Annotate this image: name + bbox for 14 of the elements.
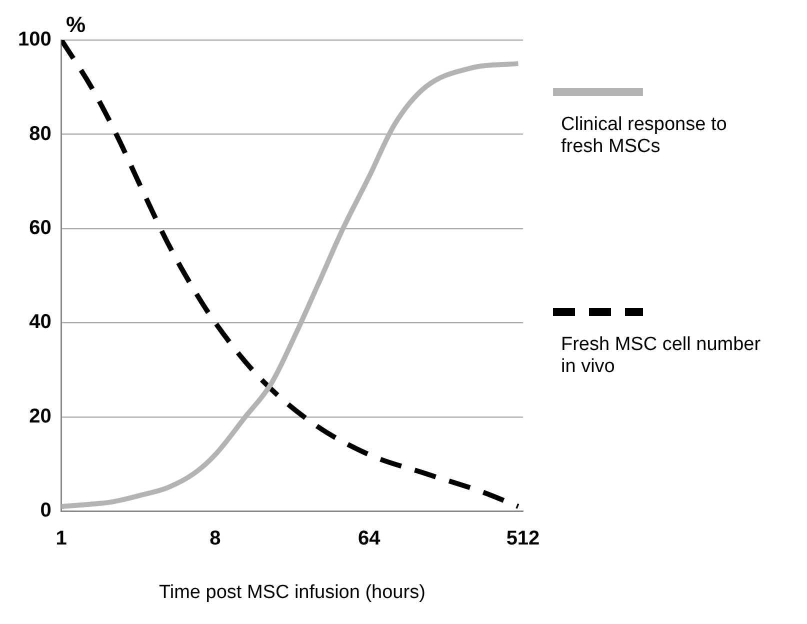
y-axis-title: % (66, 12, 86, 38)
y-tick-label: 0 (40, 500, 52, 522)
legend-label: Clinical response to fresh MSCs (561, 114, 728, 158)
x-tick-label: 1 (56, 528, 67, 550)
x-tick-label: 8 (210, 528, 221, 550)
y-tick-label: 100 (18, 28, 52, 51)
legend-label: Fresh MSC cell number in vivo (561, 334, 761, 378)
y-tick-label: 40 (29, 311, 52, 334)
y-tick-label: 20 (29, 405, 52, 428)
x-tick-label: 512 (506, 528, 540, 550)
y-tick-label: 80 (29, 122, 52, 145)
y-tick-label: 60 (29, 216, 52, 239)
x-tick-label: 64 (358, 528, 382, 550)
x-axis-title: Time post MSC infusion (hours) (158, 582, 426, 603)
